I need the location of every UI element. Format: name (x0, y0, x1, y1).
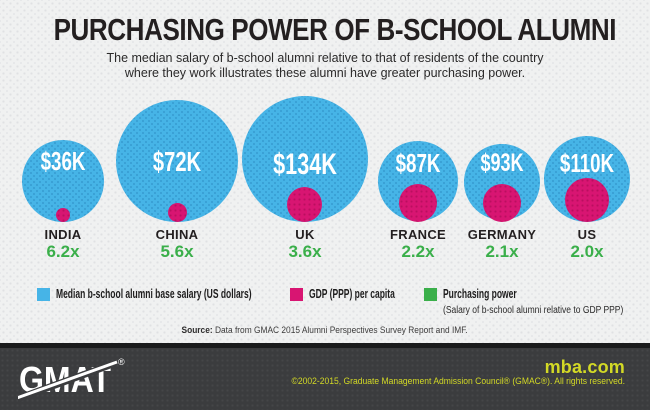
page-title: PURCHASING POWER OF B-SCHOOL ALUMNI (53, 12, 617, 47)
gdp-bubble-china (168, 203, 187, 222)
multiplier-india: 6.2x (46, 242, 80, 261)
source-label: Source: (181, 325, 214, 336)
country-label-us: US (577, 227, 597, 242)
power-swatch-icon (424, 287, 437, 301)
copyright-text: ©2002-2015, Graduate Management Admissio… (291, 376, 625, 386)
gmat-registered-mark: ® (118, 357, 125, 367)
country-label-france: FRANCE (390, 227, 446, 242)
gdp-bubble-germany (483, 184, 521, 222)
country-label-china: CHINA (155, 227, 199, 242)
mba-com-link[interactable]: mba.com (544, 357, 625, 377)
legend-power-sublabel: (Salary of b-school alumni relative to G… (443, 305, 624, 316)
legend-power-label: Purchasing power (443, 287, 517, 301)
salary-bubble-china: $72K (116, 100, 238, 222)
gdp-bubble-uk (287, 187, 322, 222)
salary-value-india: $36K (40, 146, 86, 176)
gmat-logo: GMAT ® (18, 357, 125, 402)
gdp-bubble-india (56, 208, 70, 222)
multiplier-germany: 2.1x (485, 242, 519, 261)
multiplier-france: 2.2x (401, 242, 435, 261)
gdp-swatch-icon (290, 287, 303, 301)
country-label-germany: GERMANY (467, 227, 537, 242)
salary-bubble-india: $36K (22, 140, 104, 222)
salary-value-france: $87K (395, 148, 441, 178)
salary-value-us: $110K (559, 148, 615, 178)
legend-salary-label: Median b-school alumni base salary (US d… (56, 287, 252, 301)
gmat-swoosh-icon (18, 360, 118, 400)
country-label-uk: UK (295, 227, 315, 242)
salary-swatch-icon (37, 287, 50, 301)
salary-bubble-uk: $134K (242, 96, 368, 222)
gdp-bubble-us (565, 178, 609, 222)
multiplier-uk: 3.6x (288, 242, 322, 261)
salary-value-uk: $134K (273, 148, 337, 181)
footer-top-strip (0, 343, 650, 348)
source-body: Data from GMAC 2015 Alumni Perspectives … (215, 325, 469, 336)
subtitle-line-2: where they work illustrates these alumni… (124, 66, 526, 80)
footer (0, 343, 650, 410)
gdp-bubble-france (399, 184, 437, 222)
legend-gdp-label: GDP (PPP) per capita (309, 287, 395, 301)
salary-bubble-germany: $93K (464, 144, 540, 220)
header: PURCHASING POWER OF B-SCHOOL ALUMNI (0, 12, 650, 48)
subtitle-line-1: The median salary of b-school alumni rel… (106, 51, 544, 65)
multiplier-us: 2.0x (570, 242, 604, 261)
salary-value-germany: $93K (480, 149, 524, 177)
salary-value-china: $72K (152, 146, 202, 177)
country-label-india: INDIA (44, 227, 82, 242)
source-text: Source: Data from GMAC 2015 Alumni Persp… (182, 325, 468, 336)
multiplier-china: 5.6x (160, 242, 194, 261)
source-row: Source: Data from GMAC 2015 Alumni Persp… (0, 320, 650, 338)
legend-item-gdp: GDP (PPP) per capita (290, 287, 435, 301)
legend-item-power: Purchasing power (424, 287, 551, 301)
legend-item-salary: Median b-school alumni base salary (US d… (37, 287, 344, 301)
